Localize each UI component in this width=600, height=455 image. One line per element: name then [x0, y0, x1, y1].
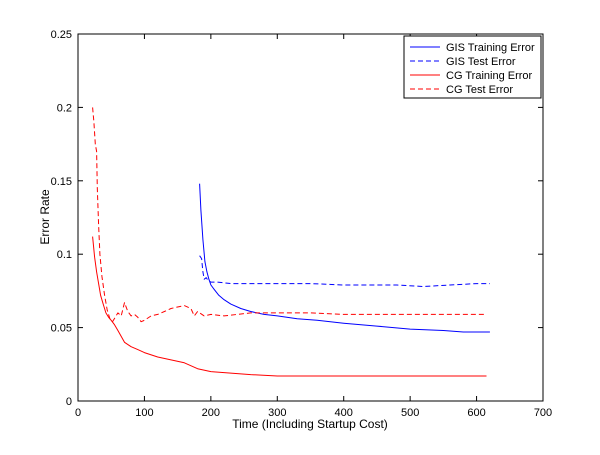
- x-tick-label: 500: [401, 407, 419, 419]
- y-tick-label: 0.15: [51, 176, 72, 188]
- series-line-1: [199, 255, 490, 287]
- x-tick-label: 300: [268, 407, 286, 419]
- series-layer: [92, 107, 490, 377]
- x-axis-label: Time (Including Startup Cost): [232, 417, 388, 431]
- legend-label-0: GIS Training Error: [446, 42, 535, 54]
- y-tick-label: 0.05: [51, 323, 72, 335]
- legend-items: GIS Training Error GIS Test Error CG Train…: [410, 42, 535, 96]
- y-tick-label: 0.25: [51, 29, 72, 41]
- legend-label-3: CG Test Error: [446, 84, 513, 96]
- x-tick-label: 400: [335, 407, 353, 419]
- series-line-3: [92, 107, 487, 323]
- x-tick-label: 200: [202, 407, 220, 419]
- x-tick-label: 0: [75, 407, 81, 419]
- y-tick-label: 0.2: [57, 102, 72, 114]
- legend-label-2: CG Training Error: [446, 70, 533, 82]
- legend-label-1: GIS Test Error: [446, 56, 516, 68]
- x-tick-label: 700: [534, 407, 552, 419]
- y-axis-label: Error Rate: [38, 189, 52, 245]
- legend: GIS Training Error GIS Test Error CG Train…: [403, 35, 542, 99]
- y-tick-label: 0.1: [57, 249, 72, 261]
- x-tick-label: 100: [135, 407, 153, 419]
- series-line-0: [199, 183, 490, 333]
- series-line-2: [92, 236, 487, 377]
- legend-box: [403, 35, 542, 99]
- x-tick-label: 600: [467, 407, 485, 419]
- axis-ticks: 0 100 200 300 400 500 600 700 0 0.05 0.1 0.15 0.2 0.2…: [51, 29, 553, 419]
- y-tick-label: 0: [66, 396, 72, 408]
